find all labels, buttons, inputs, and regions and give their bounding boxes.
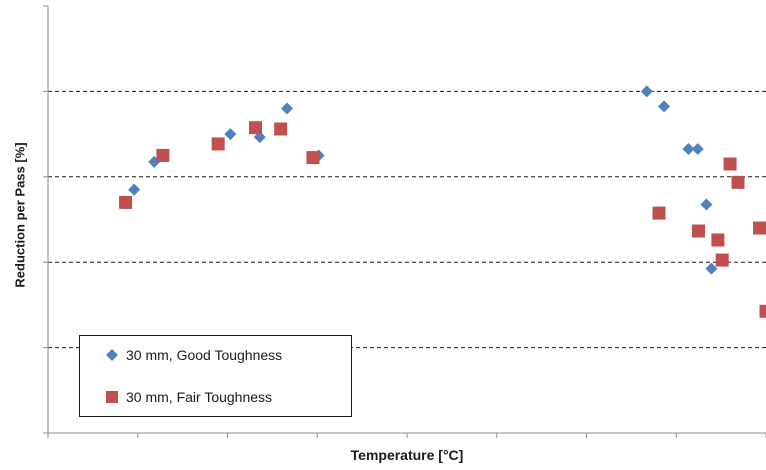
legend-item-fair: 30 mm, Fair Toughness <box>104 387 272 407</box>
fair-toughness-point <box>119 195 133 209</box>
good-toughness-point <box>682 143 695 156</box>
fair-toughness-point <box>211 137 225 151</box>
diamond-marker-icon <box>104 347 120 363</box>
x-axis-label: Temperature [°C] <box>350 447 464 463</box>
good-toughness-point <box>128 183 141 196</box>
fair-toughness-point <box>652 206 666 220</box>
good-toughness-point <box>281 102 294 115</box>
legend-item-good: 30 mm, Good Toughness <box>104 345 282 365</box>
y-axis-label-wrapper: Reduction per Pass [%] <box>6 0 34 430</box>
good-toughness-point <box>640 85 653 98</box>
data-points <box>119 85 766 318</box>
fair-toughness-point <box>715 253 729 267</box>
axes <box>43 5 766 438</box>
fair-toughness-point <box>306 151 320 165</box>
good-toughness-point <box>224 128 237 141</box>
legend-label-good: 30 mm, Good Toughness <box>126 347 283 363</box>
good-toughness-point <box>705 262 718 275</box>
good-toughness-point <box>691 143 704 156</box>
square-marker-icon <box>104 389 120 405</box>
fair-toughness-point <box>753 221 766 235</box>
fair-toughness-point <box>731 175 745 189</box>
fair-toughness-point <box>692 224 706 238</box>
fair-toughness-point <box>723 157 737 171</box>
legend: 30 mm, Good Toughness 30 mm, Fair Toughn… <box>79 335 352 417</box>
fair-toughness-point <box>711 233 725 247</box>
good-toughness-point <box>658 100 671 113</box>
fair-toughness-point <box>759 304 766 318</box>
good-toughness-point <box>700 198 713 211</box>
fair-toughness-point <box>274 122 288 136</box>
legend-label-fair: 30 mm, Fair Toughness <box>126 389 273 405</box>
fair-toughness-point <box>249 121 263 135</box>
y-axis-label: Reduction per Pass [%] <box>12 142 28 288</box>
fair-toughness-point <box>156 148 170 162</box>
